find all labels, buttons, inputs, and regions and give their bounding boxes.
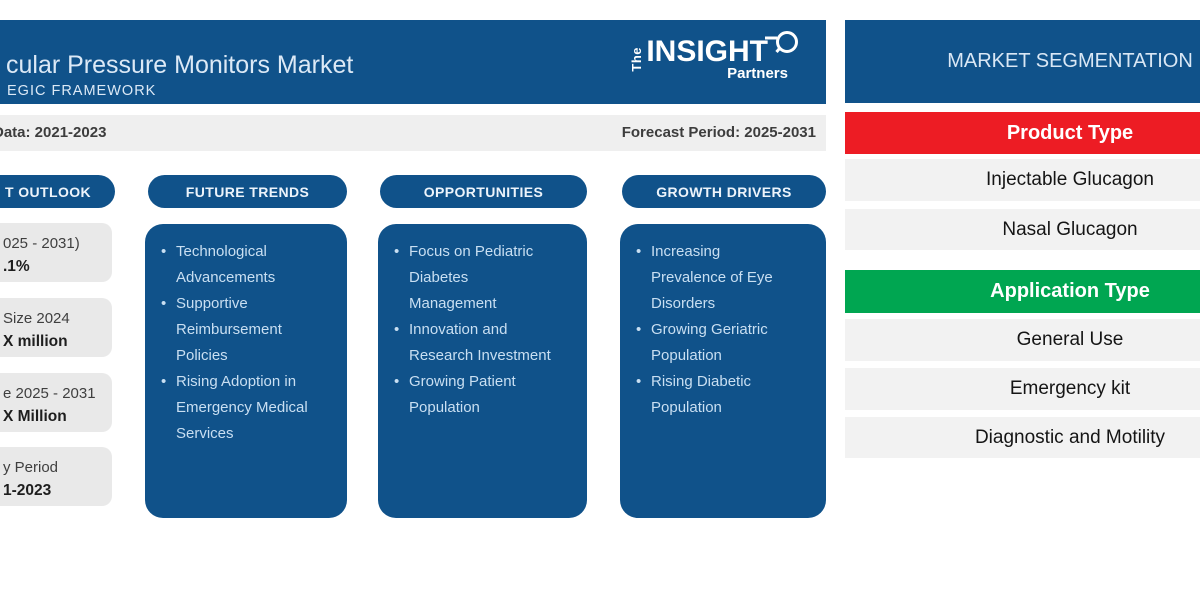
bullet-item: Rising Diabetic Population [636,369,790,421]
segmentation-title: MARKET SEGMENTATION [947,50,1193,72]
bullet-item: Rising Adoption in Emergency Medical Ser… [161,369,327,447]
application-type-label: Application Type [990,280,1150,302]
bullet-item: Supportive Reimbursement Policies [161,291,327,369]
segment-row-label: General Use [1016,329,1124,350]
segment-row: Nasal Glucagon [845,209,1200,250]
segment-row-label: Nasal Glucagon [1002,218,1138,240]
segment-row: General Use [845,319,1200,361]
application-type-bar: Application Type [845,270,1200,313]
future-trends-pill: FUTURE TRENDS [148,175,347,208]
stat-card-study-period: y Period 1-2023 [0,447,112,506]
bullet-item: Growing Geriatric Population [636,317,790,369]
market-outlook-label: T OUTLOOK [5,183,92,200]
stat-card-line1: y Period [3,459,59,476]
framework-subtitle: EGIC FRAMEWORK [7,83,157,99]
stat-card-line2: X million [3,333,68,350]
future-trends-label: FUTURE TRENDS [185,183,310,200]
stat-card-line1: Size 2024 [3,310,70,327]
bullet-item: Technological Advancements [161,239,327,291]
segment-row: Injectable Glucagon [845,159,1200,201]
product-type-label: Product Type [1006,121,1134,144]
growth-drivers-pill: GROWTH DRIVERS [622,175,826,208]
bullet-item: Innovation and Research Investment [394,317,551,369]
header-bar: cular Pressure Monitors Market EGIC FRAM… [0,20,826,104]
stat-card-cagr: 025 - 2031) .1% [0,223,112,282]
segmentation-header: MARKET SEGMENTATION [845,20,1200,103]
logo-insight-text: INSIGHT [646,35,768,68]
historic-data-label: Data: 2021-2023 [0,124,107,141]
logo-partners-text: Partners [727,65,788,82]
segment-row-label: Emergency kit [1009,378,1131,399]
stat-card-line2: X Million [3,408,67,425]
bullet-item: Increasing Prevalence of Eye Disorders [636,239,790,317]
stat-card-size-forecast: e 2025 - 2031 X Million [0,373,112,432]
segment-row-label: Injectable Glucagon [986,169,1154,190]
stat-card-line2: 1-2023 [3,482,52,499]
opportunities-box: Focus on Pediatric Diabetes Management I… [378,224,587,518]
bullet-item: Focus on Pediatric Diabetes Management [394,239,551,317]
market-title: cular Pressure Monitors Market [6,51,354,79]
segment-row-label: Diagnostic and Motility [974,426,1166,448]
product-type-bar: Product Type [845,112,1200,154]
insight-partners-logo: The INSIGHT Partners [629,31,800,82]
growth-drivers-label: GROWTH DRIVERS [656,183,792,200]
growth-drivers-box: Increasing Prevalence of Eye Disorders G… [620,224,826,518]
segment-row: Diagnostic and Motility [845,417,1200,458]
segment-row: Emergency kit [845,368,1200,410]
stat-card-line2: .1% [3,258,30,275]
market-outlook-pill: T OUTLOOK [0,175,115,208]
bullet-item: Growing Patient Population [394,369,551,421]
stat-card-size-2024: Size 2024 X million [0,298,112,357]
logo-the-text: The [629,47,645,72]
period-bar: Data: 2021-2023 Forecast Period: 2025-20… [0,115,826,151]
forecast-period-label: Forecast Period: 2025-2031 [621,124,816,141]
opportunities-label: OPPORTUNITIES [423,183,544,200]
stat-card-line1: e 2025 - 2031 [3,385,96,402]
magnifier-icon [765,31,798,53]
future-trends-box: Technological Advancements Supportive Re… [145,224,347,518]
stat-card-line1: 025 - 2031) [3,235,80,252]
opportunities-pill: OPPORTUNITIES [380,175,587,208]
